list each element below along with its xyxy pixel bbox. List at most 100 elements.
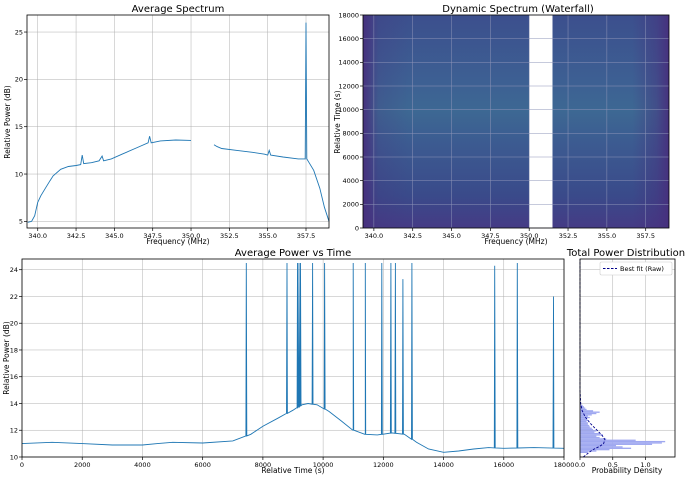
x-tick-label: 10000 bbox=[313, 461, 334, 469]
x-tick-label: 340.0 bbox=[28, 232, 47, 240]
x-tick-label: 345.0 bbox=[442, 232, 461, 240]
histogram-bar bbox=[580, 435, 597, 437]
x-tick-label: 350.0 bbox=[182, 232, 201, 240]
y-tick-label: 12 bbox=[10, 427, 18, 435]
x-tick-label: 355.0 bbox=[258, 232, 277, 240]
histogram-bar bbox=[580, 418, 587, 420]
y-tick-label: 10 bbox=[15, 170, 23, 178]
dynamic-spectrum-xlabel: Frequency (MHz) bbox=[484, 237, 547, 246]
histogram-bar bbox=[580, 440, 666, 443]
y-tick-label: 18000 bbox=[338, 11, 359, 19]
histogram-bar bbox=[580, 415, 588, 417]
y-tick-label: 12000 bbox=[338, 82, 359, 90]
power-vs-time-y-ticks: 10 12 14 16 18 20 22 24 bbox=[10, 266, 22, 461]
power-vs-time-x-ticks: 0 2000 4000 6000 8000 10000 12000 14000 16000 180… bbox=[20, 457, 574, 469]
y-tick-label: 10 bbox=[10, 453, 18, 461]
x-tick-label: 347.5 bbox=[143, 232, 162, 240]
power-vs-time-ylabel: Relative Power (dB) bbox=[2, 321, 11, 395]
power-vs-time-panel: Average Power vs Time 0 2000 4000 6000 8000 1… bbox=[2, 248, 574, 475]
y-tick-label: 6000 bbox=[342, 153, 359, 161]
histogram-bar bbox=[580, 412, 597, 415]
power-distribution-panel: Total Power Distribution 0.0 0.5 1.0 Proba… bbox=[566, 248, 685, 475]
histogram-bar bbox=[580, 420, 587, 423]
y-tick-label: 16 bbox=[10, 373, 18, 381]
dynamic-spectrum-ylabel: Relative Time (s) bbox=[333, 90, 342, 153]
y-tick-label: 4000 bbox=[342, 177, 359, 185]
histogram-bar bbox=[580, 443, 653, 445]
spectrum-series-line bbox=[213, 22, 330, 222]
x-tick-label: 2000 bbox=[74, 461, 91, 469]
x-tick-label: 345.0 bbox=[105, 232, 124, 240]
histogram-bar bbox=[580, 432, 600, 435]
x-tick-label: 357.5 bbox=[297, 232, 316, 240]
x-tick-label: 0.0 bbox=[575, 461, 585, 469]
average-spectrum-plot-area bbox=[27, 22, 330, 223]
average-spectrum-y-ticks: 5 10 15 20 25 bbox=[15, 28, 27, 226]
average-spectrum-xlabel: Frequency (MHz) bbox=[146, 237, 209, 246]
x-tick-label: 18000 bbox=[554, 461, 575, 469]
y-tick-label: 25 bbox=[15, 28, 23, 36]
y-tick-label: 15 bbox=[15, 123, 23, 131]
legend: Best fit (Raw) bbox=[599, 261, 673, 276]
x-tick-label: 12000 bbox=[373, 461, 394, 469]
dynamic-spectrum-x-ticks: 340.0 342.5 345.0 347.5 350.0 352.5 355.0 357.5 bbox=[365, 228, 655, 240]
histogram-bar bbox=[580, 419, 588, 421]
y-tick-label: 16000 bbox=[338, 35, 359, 43]
histogram-bar bbox=[580, 424, 590, 427]
average-spectrum-ylabel: Relative Power (dB) bbox=[3, 85, 12, 159]
power-series-line bbox=[21, 262, 565, 453]
x-tick-label: 347.5 bbox=[481, 232, 500, 240]
y-tick-label: 14 bbox=[10, 400, 18, 408]
histogram-bar bbox=[580, 438, 607, 440]
y-tick-label: 0 bbox=[355, 224, 359, 232]
histogram-bar bbox=[580, 407, 586, 409]
best-fit-curve bbox=[579, 259, 606, 458]
waterfall-edge-shading bbox=[363, 15, 669, 228]
y-tick-label: 18 bbox=[10, 346, 18, 354]
legend-box bbox=[599, 261, 673, 276]
average-spectrum-frame bbox=[26, 14, 330, 229]
histogram-bar bbox=[580, 411, 600, 413]
power-distribution-xlabel: Probability Density bbox=[592, 466, 663, 475]
histogram-bar bbox=[580, 446, 623, 448]
histogram-bar bbox=[580, 423, 588, 425]
x-tick-label: 16000 bbox=[493, 461, 514, 469]
x-tick-label: 14000 bbox=[433, 461, 454, 469]
histogram-bar bbox=[580, 448, 610, 451]
average-spectrum-x-ticks: 340.0 342.5 345.0 347.5 350.0 352.5 355.0 357.5 bbox=[28, 228, 315, 240]
x-tick-label: 342.5 bbox=[403, 232, 422, 240]
y-tick-label: 8000 bbox=[342, 130, 359, 138]
histogram-bar bbox=[580, 431, 595, 433]
x-tick-label: 342.5 bbox=[67, 232, 86, 240]
histogram-bar bbox=[580, 404, 583, 407]
x-tick-label: 8000 bbox=[255, 461, 272, 469]
histogram-bar bbox=[580, 450, 597, 452]
x-tick-label: 0.5 bbox=[608, 461, 618, 469]
histogram-bar bbox=[580, 414, 592, 416]
histogram-bar bbox=[580, 430, 597, 432]
x-tick-label: 350.0 bbox=[520, 232, 539, 240]
power-vs-time-plot-area bbox=[21, 262, 565, 453]
histogram-bar bbox=[580, 439, 636, 441]
y-tick-label: 10000 bbox=[338, 106, 359, 114]
x-tick-label: 4000 bbox=[134, 461, 151, 469]
histogram-bar bbox=[580, 416, 590, 419]
x-tick-label: 357.5 bbox=[636, 232, 655, 240]
histogram-bar bbox=[580, 428, 594, 431]
histogram-bar bbox=[580, 442, 662, 444]
legend-fit-label: Best fit (Raw) bbox=[620, 265, 664, 273]
y-tick-label: 2000 bbox=[342, 201, 359, 209]
power-distribution-title: Total Power Distribution bbox=[566, 248, 685, 259]
y-tick-label: 5 bbox=[19, 218, 23, 226]
average-spectrum-grid bbox=[27, 15, 329, 228]
power-distribution-plot-area bbox=[579, 259, 666, 458]
histogram-bar bbox=[580, 426, 590, 428]
average-spectrum-panel: Average Spectrum 340.0 342.5 345.0 347.5 350… bbox=[3, 4, 330, 246]
y-tick-label: 14000 bbox=[338, 59, 359, 67]
waterfall-masked-band bbox=[529, 15, 553, 228]
average-spectrum-title: Average Spectrum bbox=[132, 4, 225, 15]
power-vs-time-xlabel: Relative Time (s) bbox=[261, 466, 324, 475]
power-vs-time-grid bbox=[21, 259, 565, 458]
histogram-bar bbox=[580, 436, 600, 439]
